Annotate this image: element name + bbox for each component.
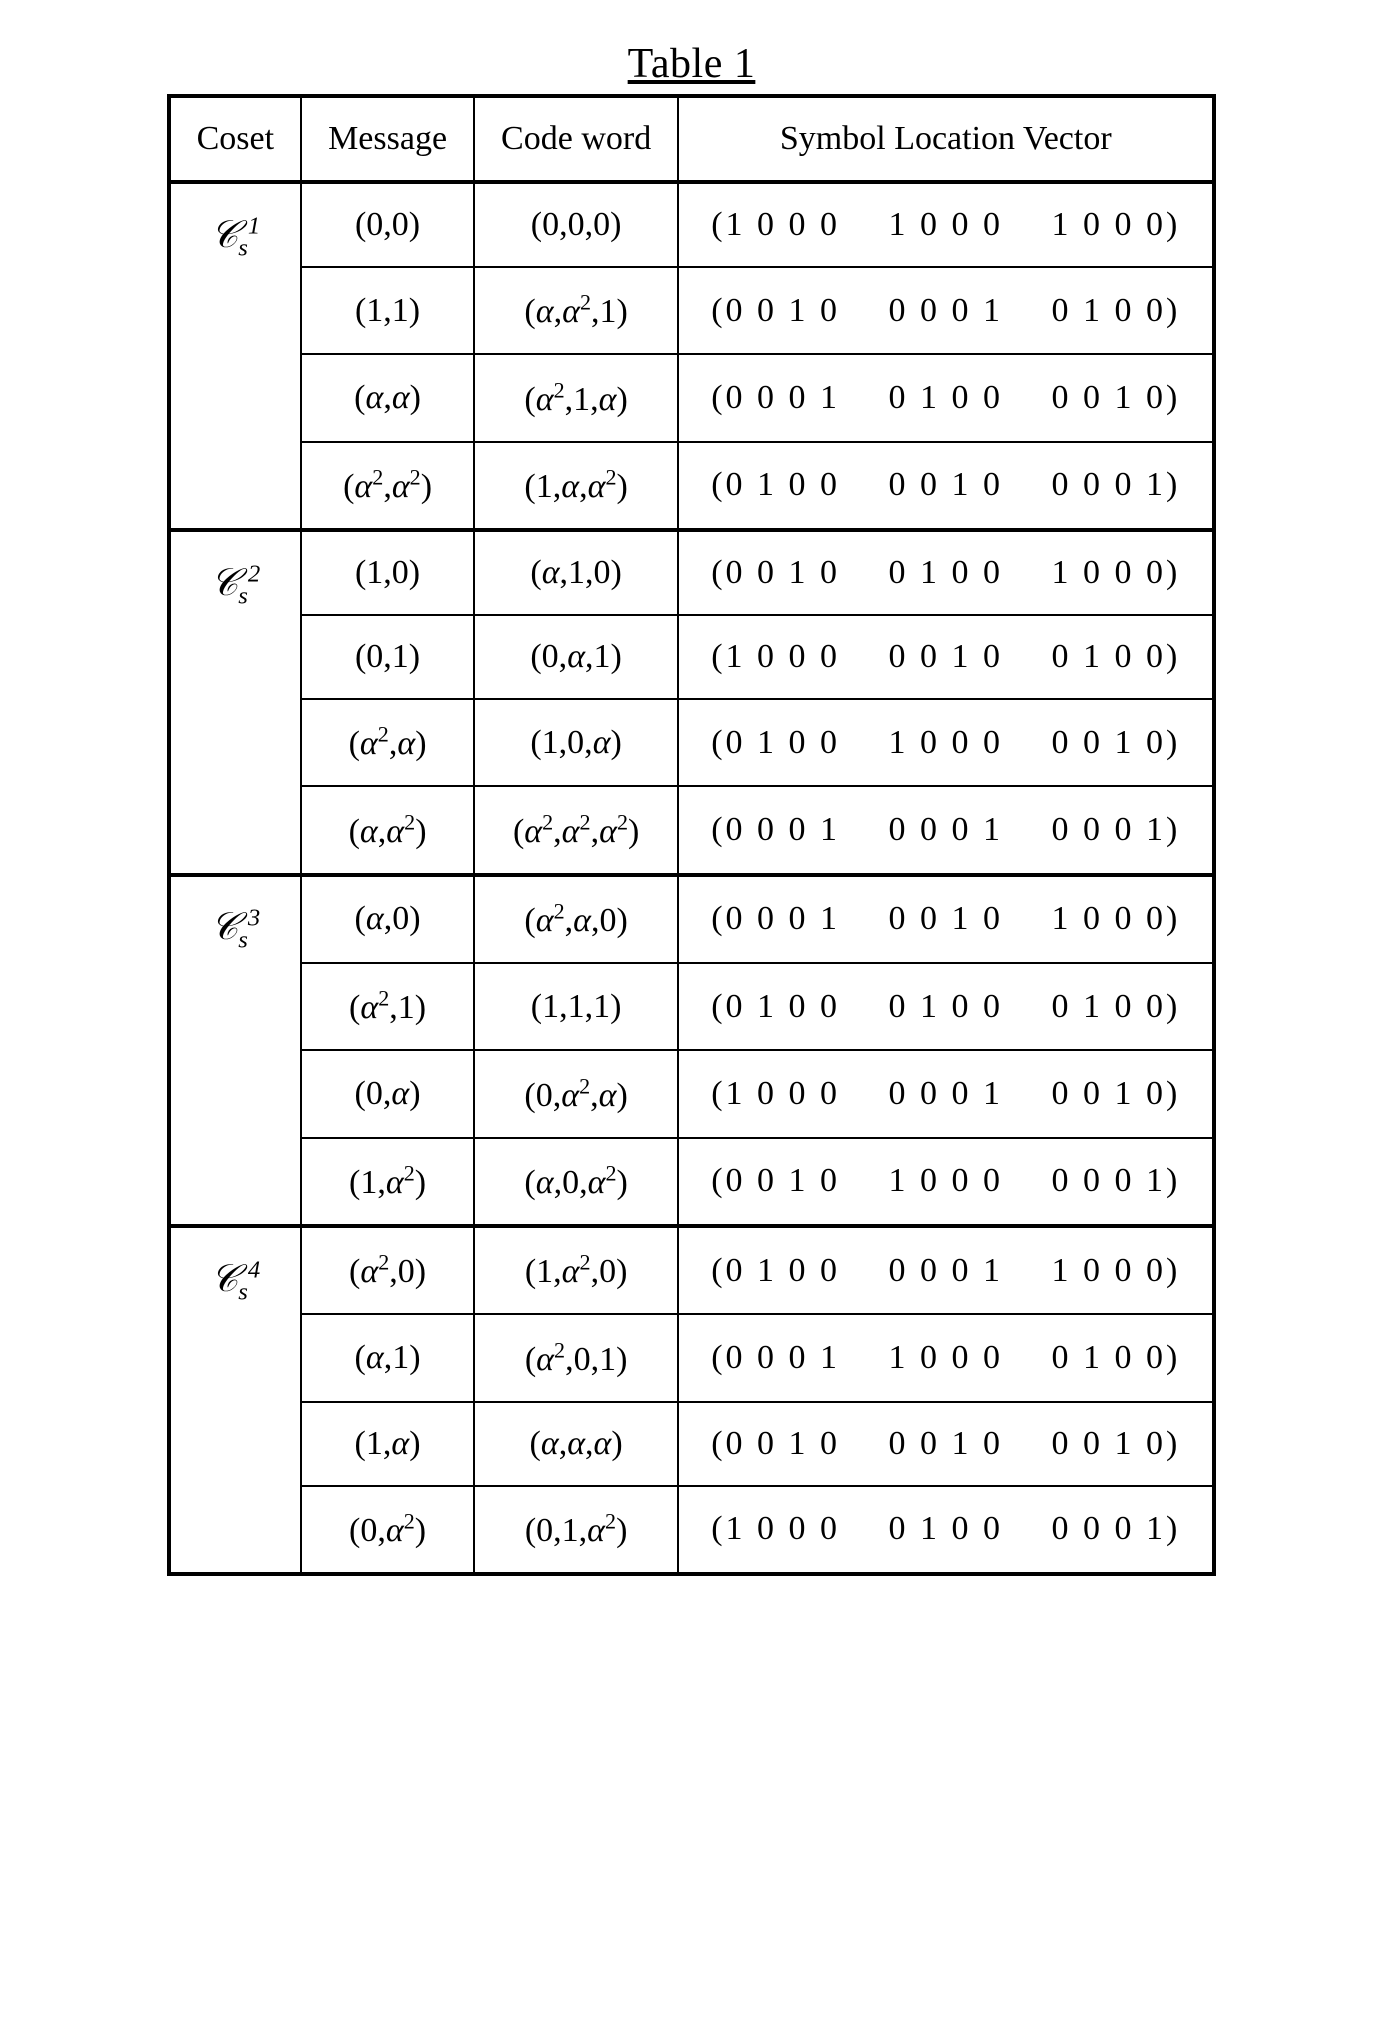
coset-table: Coset Message Code word Symbol Location … xyxy=(167,94,1217,1576)
table-row: (0,α2)(0,1,α2)(1 0 0 0 0 1 0 0 0 0 0 1) xyxy=(169,1486,1215,1574)
slv-cell: (0 0 1 0 1 0 0 0 0 0 0 1) xyxy=(678,1138,1214,1226)
slv-cell: (0 0 0 1 0 1 0 0 0 0 1 0) xyxy=(678,354,1214,441)
codeword-cell: (0,1,α2) xyxy=(474,1486,678,1574)
slv-cell: (0 1 0 0 0 1 0 0 0 1 0 0) xyxy=(678,963,1214,1050)
slv-cell: (0 0 1 0 0 1 0 0 1 0 0 0) xyxy=(678,530,1214,615)
col-coset: Coset xyxy=(169,96,301,182)
codeword-cell: (1,1,1) xyxy=(474,963,678,1050)
slv-cell: (1 0 0 0 0 1 0 0 0 0 0 1) xyxy=(678,1486,1214,1574)
message-cell: (α2,α2) xyxy=(301,442,474,530)
message-cell: (α,α2) xyxy=(301,786,474,874)
codeword-cell: (α2,α,0) xyxy=(474,875,678,963)
col-message: Message xyxy=(301,96,474,182)
table-row: (0,α)(0,α2,α)(1 0 0 0 0 0 0 1 0 0 1 0) xyxy=(169,1050,1215,1137)
table-row: 𝒞s1(0,0)(0,0,0)(1 0 0 0 1 0 0 0 1 0 0 0) xyxy=(169,182,1215,267)
coset-label: 𝒞s1 xyxy=(169,182,301,530)
message-cell: (0,α2) xyxy=(301,1486,474,1574)
col-codeword: Code word xyxy=(474,96,678,182)
table-row: (1,1)(α,α2,1)(0 0 1 0 0 0 0 1 0 1 0 0) xyxy=(169,267,1215,354)
table-row: (0,1)(0,α,1)(1 0 0 0 0 0 1 0 0 1 0 0) xyxy=(169,615,1215,699)
slv-cell: (0 0 1 0 0 0 0 1 0 1 0 0) xyxy=(678,267,1214,354)
codeword-cell: (0,α2,α) xyxy=(474,1050,678,1137)
coset-label: 𝒞s4 xyxy=(169,1226,301,1574)
slv-cell: (0 0 0 1 0 0 0 1 0 0 0 1) xyxy=(678,786,1214,874)
slv-cell: (1 0 0 0 0 0 0 1 0 0 1 0) xyxy=(678,1050,1214,1137)
table-row: (α2,α)(1,0,α)(0 1 0 0 1 0 0 0 0 0 1 0) xyxy=(169,699,1215,786)
table-row: 𝒞s2(1,0)(α,1,0)(0 0 1 0 0 1 0 0 1 0 0 0) xyxy=(169,530,1215,615)
message-cell: (1,α) xyxy=(301,1402,474,1486)
codeword-cell: (α2,α2,α2) xyxy=(474,786,678,874)
table-row: (α,α)(α2,1,α)(0 0 0 1 0 1 0 0 0 0 1 0) xyxy=(169,354,1215,441)
table-row: (1,α)(α,α,α)(0 0 1 0 0 0 1 0 0 0 1 0) xyxy=(169,1402,1215,1486)
table-row: (α,α2)(α2,α2,α2)(0 0 0 1 0 0 0 1 0 0 0 1… xyxy=(169,786,1215,874)
codeword-cell: (1,α,α2) xyxy=(474,442,678,530)
slv-cell: (0 1 0 0 0 0 0 1 1 0 0 0) xyxy=(678,1226,1214,1314)
codeword-cell: (0,α,1) xyxy=(474,615,678,699)
message-cell: (α2,1) xyxy=(301,963,474,1050)
message-cell: (1,0) xyxy=(301,530,474,615)
codeword-cell: (1,0,α) xyxy=(474,699,678,786)
message-cell: (1,1) xyxy=(301,267,474,354)
slv-cell: (0 1 0 0 1 0 0 0 0 0 1 0) xyxy=(678,699,1214,786)
codeword-cell: (α,α2,1) xyxy=(474,267,678,354)
message-cell: (α2,α) xyxy=(301,699,474,786)
message-cell: (α,α) xyxy=(301,354,474,441)
message-cell: (α2,0) xyxy=(301,1226,474,1314)
message-cell: (0,0) xyxy=(301,182,474,267)
message-cell: (α,1) xyxy=(301,1314,474,1401)
slv-cell: (0 0 0 1 1 0 0 0 0 1 0 0) xyxy=(678,1314,1214,1401)
table-row: (α2,α2)(1,α,α2)(0 1 0 0 0 0 1 0 0 0 0 1) xyxy=(169,442,1215,530)
slv-cell: (1 0 0 0 1 0 0 0 1 0 0 0) xyxy=(678,182,1214,267)
table-row: (1,α2)(α,0,α2)(0 0 1 0 1 0 0 0 0 0 0 1) xyxy=(169,1138,1215,1226)
slv-cell: (0 0 1 0 0 0 1 0 0 0 1 0) xyxy=(678,1402,1214,1486)
codeword-cell: (α2,1,α) xyxy=(474,354,678,441)
message-cell: (1,α2) xyxy=(301,1138,474,1226)
message-cell: (0,α) xyxy=(301,1050,474,1137)
slv-cell: (1 0 0 0 0 0 1 0 0 1 0 0) xyxy=(678,615,1214,699)
col-slv: Symbol Location Vector xyxy=(678,96,1214,182)
codeword-cell: (α,0,α2) xyxy=(474,1138,678,1226)
message-cell: (0,1) xyxy=(301,615,474,699)
table-row: 𝒞s4(α2,0)(1,α2,0)(0 1 0 0 0 0 0 1 1 0 0 … xyxy=(169,1226,1215,1314)
slv-cell: (0 0 0 1 0 0 1 0 1 0 0 0) xyxy=(678,875,1214,963)
table-row: (α2,1)(1,1,1)(0 1 0 0 0 1 0 0 0 1 0 0) xyxy=(169,963,1215,1050)
table-row: (α,1)(α2,0,1)(0 0 0 1 1 0 0 0 0 1 0 0) xyxy=(169,1314,1215,1401)
codeword-cell: (0,0,0) xyxy=(474,182,678,267)
codeword-cell: (α,1,0) xyxy=(474,530,678,615)
table-body: 𝒞s1(0,0)(0,0,0)(1 0 0 0 1 0 0 0 1 0 0 0)… xyxy=(169,182,1215,1574)
message-cell: (α,0) xyxy=(301,875,474,963)
codeword-cell: (1,α2,0) xyxy=(474,1226,678,1314)
table-row: 𝒞s3(α,0)(α2,α,0)(0 0 0 1 0 0 1 0 1 0 0 0… xyxy=(169,875,1215,963)
table-title: Table 1 xyxy=(80,40,1303,88)
table-head: Coset Message Code word Symbol Location … xyxy=(169,96,1215,182)
slv-cell: (0 1 0 0 0 0 1 0 0 0 0 1) xyxy=(678,442,1214,530)
codeword-cell: (α,α,α) xyxy=(474,1402,678,1486)
codeword-cell: (α2,0,1) xyxy=(474,1314,678,1401)
coset-label: 𝒞s2 xyxy=(169,530,301,875)
coset-label: 𝒞s3 xyxy=(169,875,301,1226)
header-row: Coset Message Code word Symbol Location … xyxy=(169,96,1215,182)
